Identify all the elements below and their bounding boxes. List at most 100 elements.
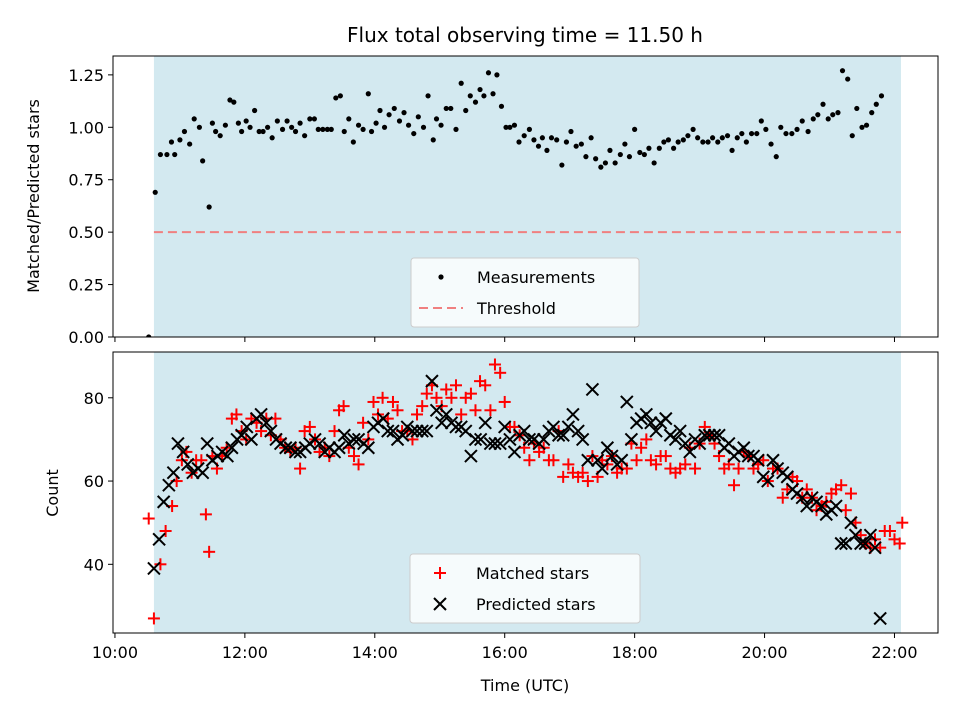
predicted-star-point: [649, 424, 663, 438]
predicted-star-point: [176, 445, 190, 459]
measurement-point: [526, 126, 532, 132]
matched-star-point: [147, 612, 160, 625]
predicted-star-point: [566, 407, 580, 422]
predicted-star-point: [195, 466, 210, 480]
measurement-point: [477, 86, 483, 93]
predicted-star-point: [439, 407, 453, 422]
measurements-series: [146, 0, 894, 337]
measurement-point: [768, 141, 774, 147]
matched-star-point: [896, 516, 909, 529]
measurement-point: [863, 122, 870, 128]
y-tick-label: 0.75: [68, 171, 104, 190]
measurement-point: [320, 126, 326, 132]
predicted-star-point: [468, 432, 483, 447]
predicted-star-point: [180, 457, 195, 472]
measurement-point: [729, 147, 735, 153]
predicted-star-point: [853, 536, 868, 551]
predicted-star-point: [766, 453, 780, 467]
measurement-point: [588, 135, 594, 141]
matched-star-point: [391, 404, 404, 417]
measurement-point: [743, 139, 749, 145]
measurement-point: [239, 128, 245, 135]
measurement-point: [365, 91, 371, 97]
matched-star-point: [893, 537, 906, 550]
measurement-point: [651, 160, 657, 166]
measurement-point: [191, 116, 197, 122]
measurement-point: [196, 124, 202, 130]
y-tick-label: 1.25: [68, 66, 104, 85]
measurement-point: [164, 151, 170, 158]
predicted-star-point: [556, 428, 570, 442]
matched-star-point: [348, 450, 361, 463]
measurement-point: [516, 139, 522, 145]
matched-star-point: [203, 545, 216, 558]
measurement-point: [315, 126, 321, 132]
measurement-point: [794, 126, 800, 132]
measurement-point: [498, 103, 505, 109]
matched-star-point: [199, 508, 212, 521]
matched-star-point: [839, 504, 852, 517]
matched-star-point: [469, 404, 482, 417]
matched-star-point: [689, 462, 702, 475]
measurement-point: [415, 114, 421, 120]
predicted-star-point: [171, 436, 185, 451]
predicted-star-point: [848, 528, 863, 542]
top-legend: Measurements Threshold: [410, 257, 640, 328]
measurement-point: [845, 76, 851, 82]
predicted-star-point: [698, 428, 712, 442]
bottom-axes-frame: [112, 351, 939, 634]
measurement-point: [494, 72, 500, 78]
matched-star-point: [411, 408, 424, 421]
measurement-point: [425, 93, 431, 99]
matched-star-point: [303, 420, 316, 433]
measurement-point: [458, 80, 464, 86]
measurement-point: [578, 141, 584, 147]
predicted-star-point: [761, 474, 775, 488]
measurement-point: [734, 135, 740, 141]
measurement-point: [396, 118, 403, 124]
predicted-star-point: [692, 436, 707, 451]
measurement-point: [355, 122, 362, 128]
predicted-star-point: [639, 407, 654, 422]
matched-star-point: [386, 395, 399, 408]
measurement-point: [889, 0, 894, 3]
predicted-star-point: [420, 424, 434, 438]
measurement-point: [433, 116, 440, 122]
predicted-star-point: [200, 436, 214, 451]
predicted-star-point: [737, 441, 751, 455]
measurement-point: [724, 133, 731, 139]
measurement-point: [859, 124, 865, 130]
measurement-point: [559, 162, 565, 168]
y-tick-label: 80: [84, 389, 104, 408]
legend-predicted: Predicted stars: [476, 595, 596, 614]
measurement-point: [680, 137, 686, 143]
matched-star-point: [455, 408, 468, 421]
predicted-star-point: [312, 436, 327, 451]
y-tick-label: 40: [84, 555, 104, 574]
predicted-star-point: [396, 428, 410, 442]
y-tick-label: 60: [84, 472, 104, 491]
measurement-point: [472, 99, 479, 105]
predicted-star-point: [600, 441, 615, 455]
top-legend-box: [410, 257, 640, 328]
matched-star-point: [562, 458, 575, 471]
predicted-star-point: [683, 445, 697, 459]
predicted-star-point: [795, 490, 809, 505]
predicted-star-point: [240, 420, 254, 434]
x-tick-label: 12:00: [222, 643, 268, 662]
measurement-point: [235, 120, 241, 126]
ratio-panel: 0.00 0.25 0.50 0.75 1.00 1.25 Matched/Predict…: [24, 0, 939, 347]
measurement-point: [739, 130, 745, 137]
measurement-point: [360, 126, 366, 132]
measurement-point: [602, 160, 609, 166]
measurement-point: [869, 110, 875, 116]
matched-star-point: [357, 416, 370, 429]
predicted-star-point: [498, 420, 512, 434]
measurement-point: [152, 189, 158, 195]
bottom-legend-box: [409, 553, 641, 624]
predicted-star-point: [844, 515, 858, 530]
predicted-star-point: [507, 445, 522, 459]
measurement-point: [260, 128, 266, 135]
measurement-point: [302, 133, 308, 139]
predicted-legend-marker: [433, 597, 447, 611]
